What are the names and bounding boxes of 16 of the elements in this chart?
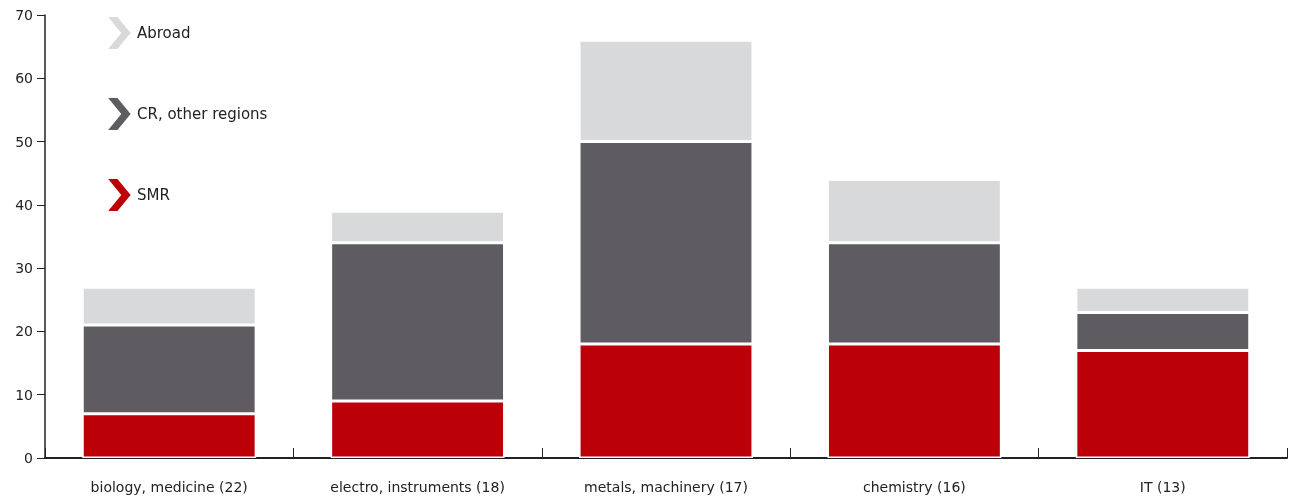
y-tick-label: 70: [15, 7, 33, 23]
y-tick-label: 50: [15, 133, 33, 150]
legend-label: CR, other regions: [137, 105, 268, 123]
x-tick-label: metals, machinery (17): [584, 479, 748, 495]
y-tick-label: 30: [15, 260, 33, 277]
x-tick-label: electro, instruments (18): [330, 479, 505, 495]
y-tick-label: 0: [24, 450, 33, 466]
x-tick-label: chemistry (16): [863, 479, 966, 495]
y-tick-label: 40: [15, 196, 33, 213]
y-tick-label: 20: [15, 323, 33, 340]
legend-label: Abroad: [137, 24, 191, 42]
legend-label: SMR: [137, 186, 170, 204]
x-tick-label: IT (13): [1139, 479, 1186, 495]
y-tick-label: 10: [15, 386, 33, 403]
x-tick-label: biology, medicine (22): [90, 479, 248, 495]
y-tick-label: 60: [15, 70, 33, 87]
